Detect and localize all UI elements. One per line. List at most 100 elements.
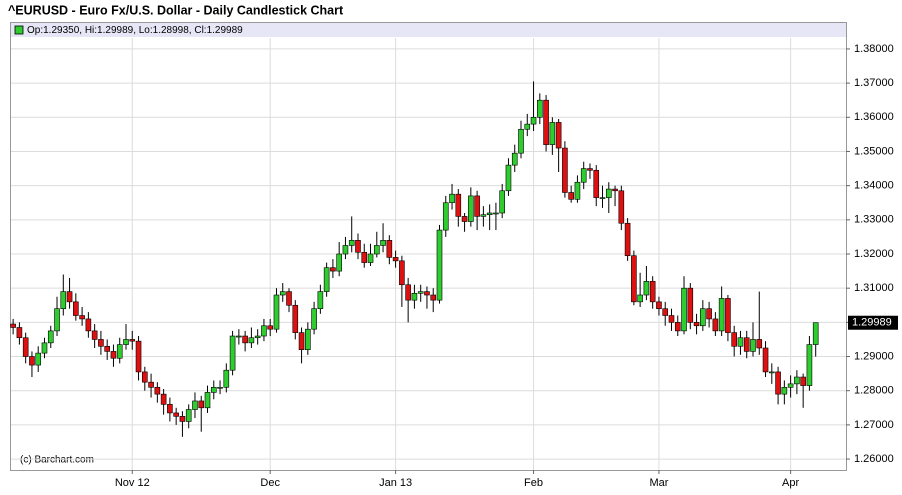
candle-body [386,240,393,258]
candle-body [480,214,487,217]
candle-body [380,240,386,246]
candle-body [361,251,368,263]
candle-body [449,193,455,204]
candle-body [762,347,769,373]
candles [10,81,819,437]
candle-body [267,325,274,330]
candle-body [524,123,531,130]
candle-body [750,339,756,352]
y-tick-label: 1.31000 [854,282,894,294]
grid [11,38,846,470]
x-tick-label: Dec [260,477,280,489]
candle-body [712,318,719,332]
candle-body [248,337,255,344]
candle-body [342,245,349,255]
candle-body [605,188,612,198]
candle-body [373,245,380,255]
candle-body [142,371,148,383]
candle-body [210,386,217,393]
candle-body [700,308,706,327]
legend-text: Op:1.29350, Hi:1.29989, Lo:1.28998, Cl:1… [27,25,243,36]
candle-body [693,322,700,327]
y-tick-label: 1.34000 [854,180,894,192]
candle-body [129,339,136,342]
candle-body [562,147,568,193]
candle-body [348,240,355,246]
candle-body [442,202,449,231]
candle-body [436,229,443,301]
candle-body [587,168,593,171]
candle-body [662,308,669,316]
candle-body [624,222,631,257]
candle-body [54,308,60,332]
candle-body [580,168,587,183]
candle-body [336,253,342,272]
candle-body [173,412,179,417]
candle-body [637,294,643,303]
candle-body [135,340,142,373]
candle-body [47,330,54,344]
candle-body [116,344,123,359]
y-tick-label: 1.29000 [854,350,894,362]
candle-body [198,400,205,409]
candle-body [468,195,474,222]
y-tick-label: 1.38000 [854,43,894,55]
watermark: (c) Barchart.com [20,455,94,466]
candle-body [286,291,292,306]
plot-frame [10,22,847,471]
candle-body [73,301,79,316]
candle-body [781,386,788,395]
x-tick-label: Nov 12 [115,477,150,489]
candle-body [417,291,424,294]
candle-body [599,197,606,199]
candle-body [279,291,286,296]
candle-body [110,351,117,359]
candle-body [167,404,173,414]
last-price-label: 1.29989 [852,317,892,329]
candle-body [668,315,675,323]
candle-body [430,294,437,301]
candle-body [775,371,781,395]
candle-body [311,308,317,330]
candle-body [743,337,750,352]
candle-body [800,376,806,386]
y-tick-label: 1.28000 [854,385,894,397]
candle-body [769,371,775,374]
x-tick-label: Mar [649,477,668,489]
candle-body [305,328,311,350]
candle-body [273,294,280,330]
candle-body [236,335,242,338]
candle-body [505,164,512,192]
candle-body [681,287,687,332]
candle-body [411,293,418,301]
candle-body [549,122,556,145]
candle-body [574,181,581,200]
candle-body [787,383,794,388]
candle-body [618,190,625,224]
candle-body [22,337,29,357]
y-tick-label: 1.37000 [854,77,894,89]
candle-body [537,99,543,118]
candle-body [656,301,662,309]
legend-swatch [14,25,24,35]
y-tick-label: 1.27000 [854,419,894,431]
candle-body [317,291,324,309]
candle-body [16,327,23,339]
y-tick-label: 1.32000 [854,248,894,260]
y-tick-label: 1.35000 [854,145,894,157]
candle-body [123,339,129,345]
candle-body [649,281,656,303]
candle-body [718,298,725,332]
candle-body [79,315,85,320]
candle-body [631,255,637,303]
candle-body [568,192,574,200]
y-tick-label: 1.26000 [854,453,894,465]
candle-body [204,392,211,409]
candle-body [254,335,261,339]
candle-body [486,212,493,215]
y-tick-label: 1.33000 [854,214,894,226]
candle-body [35,352,42,366]
candle-body [223,369,230,388]
last-price-box [848,315,898,330]
